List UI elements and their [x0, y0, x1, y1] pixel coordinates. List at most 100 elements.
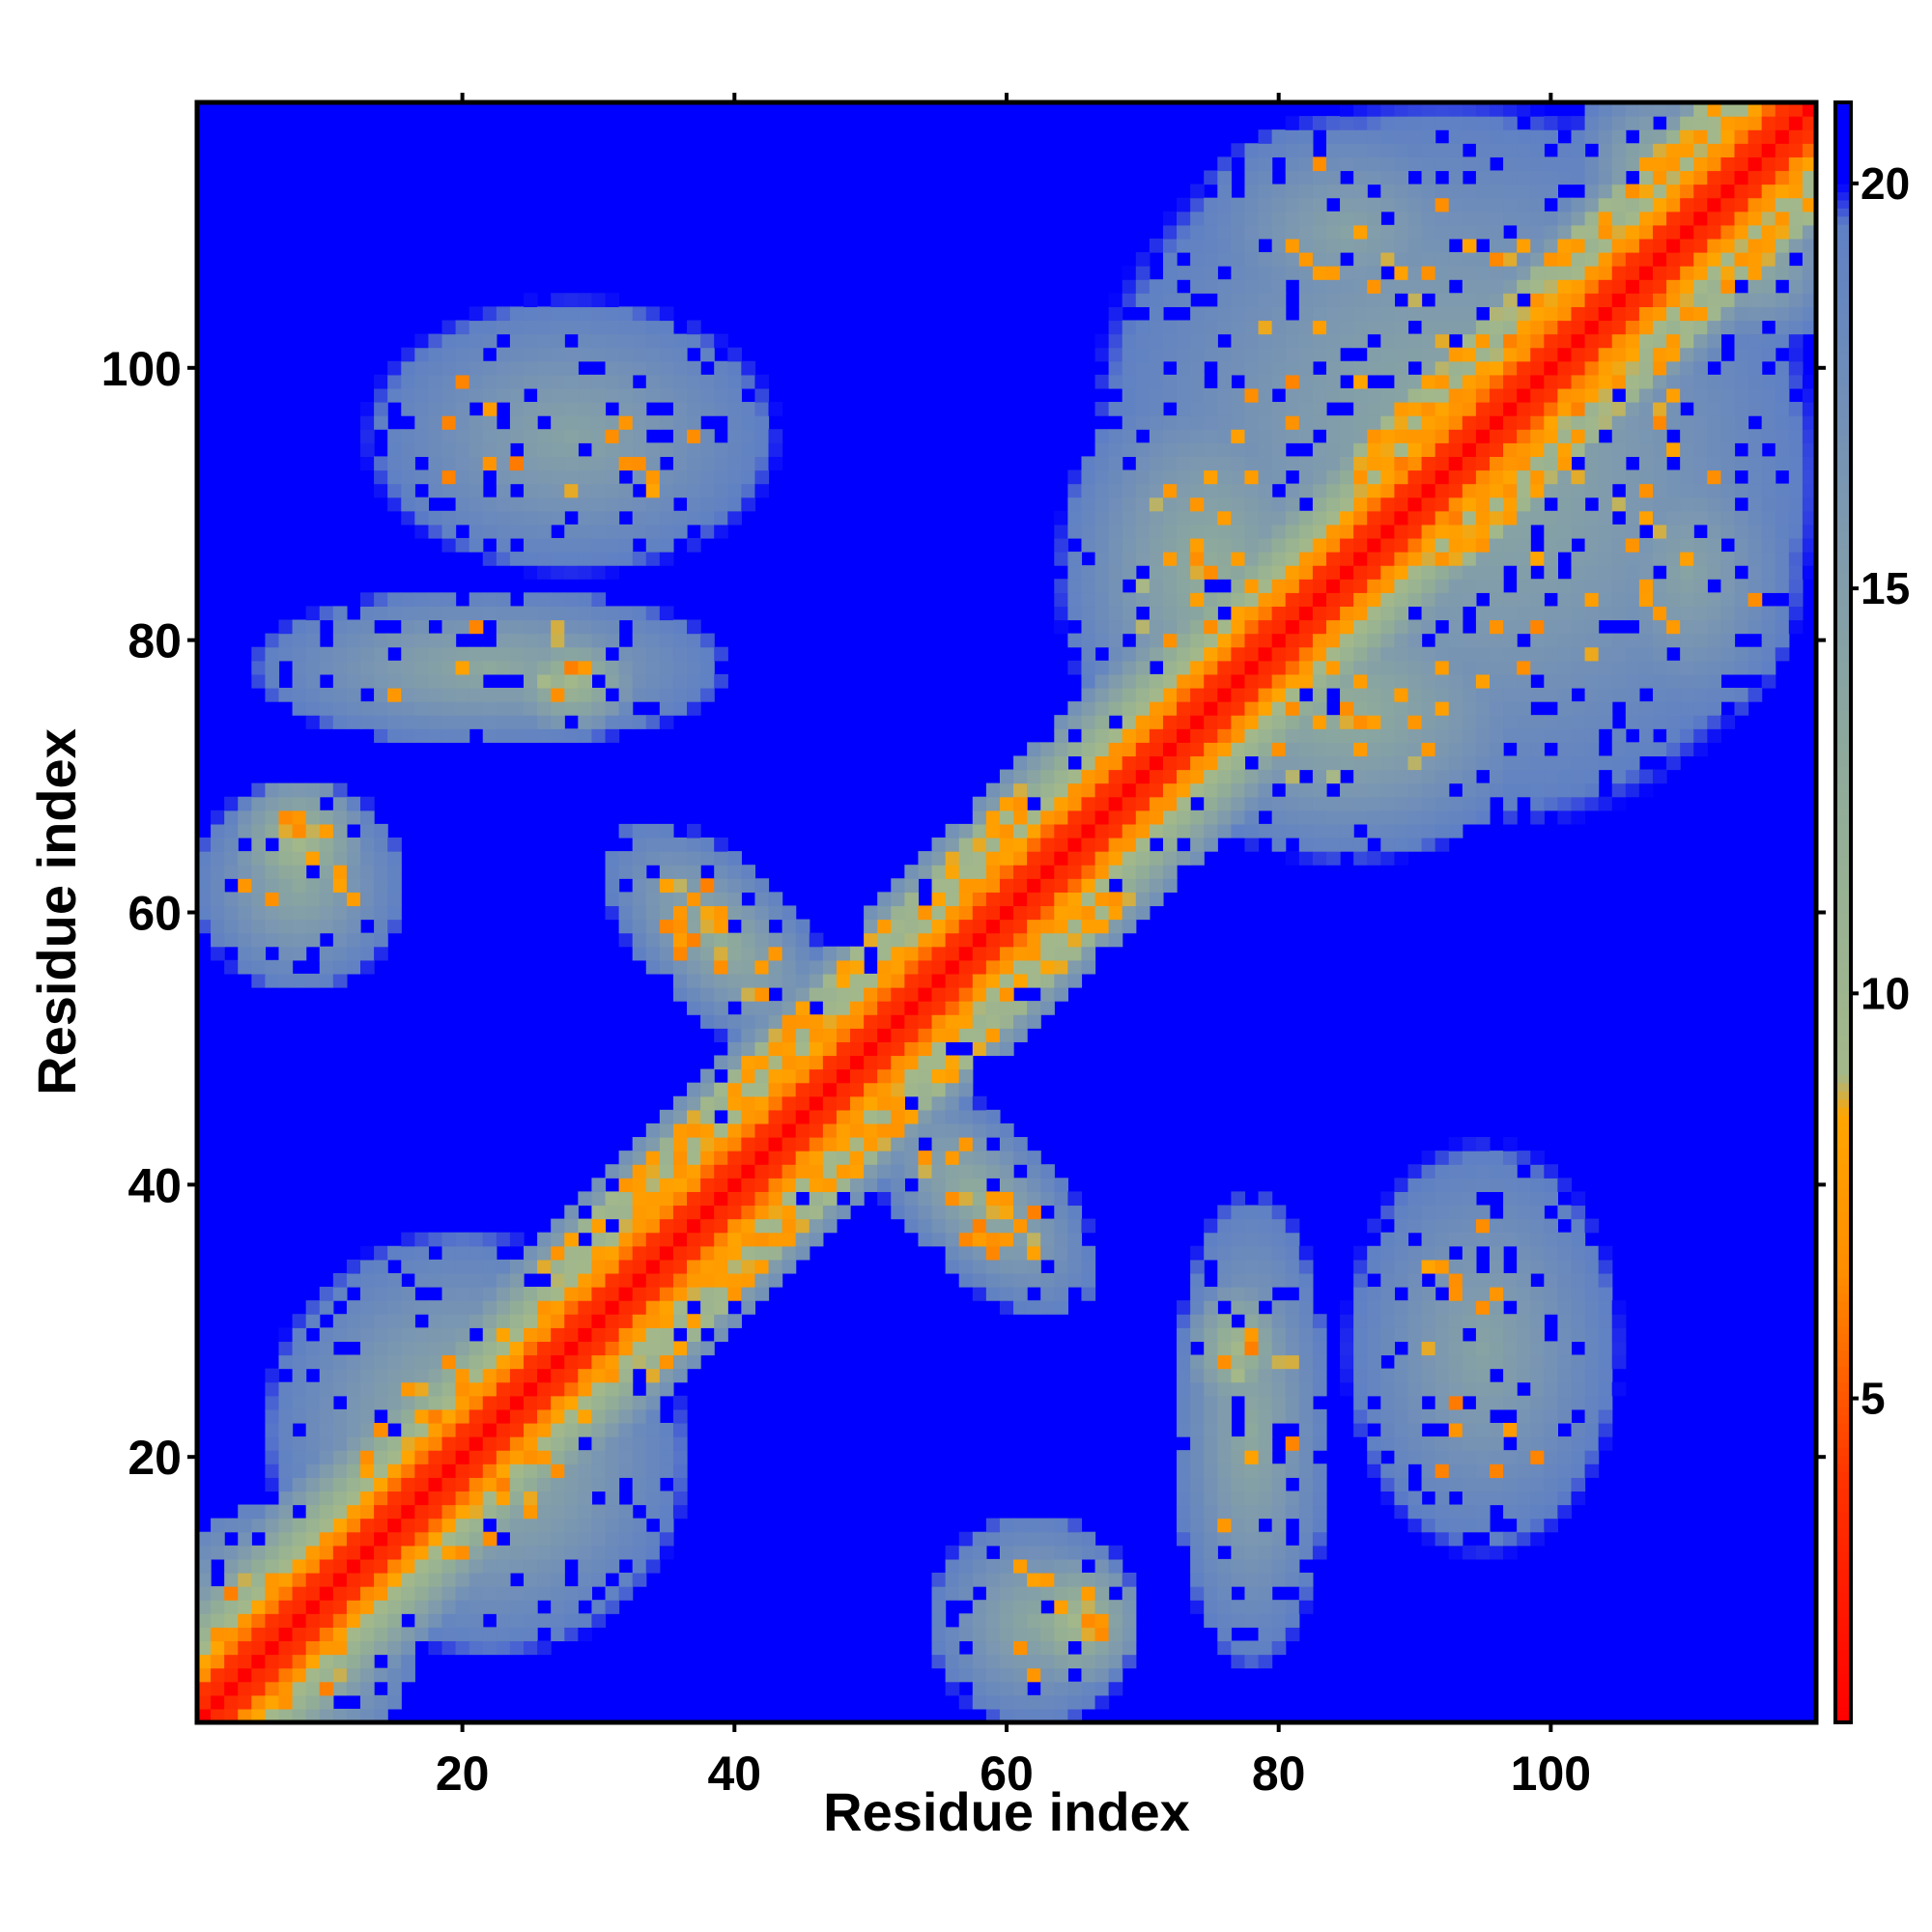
heatmap-cell	[251, 1667, 267, 1683]
heatmap-cell	[1054, 1531, 1068, 1547]
heatmap-cell	[1325, 524, 1341, 539]
heatmap-cell	[687, 1191, 701, 1207]
heatmap-cell	[1340, 619, 1354, 635]
heatmap-cell	[985, 810, 1001, 825]
heatmap-cell	[1122, 673, 1137, 689]
heatmap-cell	[1149, 796, 1164, 811]
heatmap-cell	[305, 687, 321, 702]
heatmap-cell	[1340, 633, 1354, 648]
heatmap-cell	[1040, 946, 1055, 961]
heatmap-cell	[904, 1164, 920, 1179]
heatmap-cell	[659, 1450, 674, 1464]
heatmap-cell	[672, 1341, 688, 1356]
heatmap-cell	[1149, 387, 1164, 403]
heatmap-cell	[1177, 823, 1191, 838]
heatmap-cell	[1340, 211, 1354, 226]
heatmap-cell	[578, 1368, 593, 1383]
heatmap-cell	[1271, 1205, 1287, 1220]
heatmap-cell	[401, 687, 415, 702]
heatmap-cell	[958, 1068, 974, 1084]
heatmap-cell	[1258, 524, 1273, 539]
heatmap-cell	[1462, 1137, 1477, 1151]
heatmap-cell	[1435, 483, 1450, 498]
heatmap-cell	[1271, 1314, 1287, 1328]
heatmap-cell	[441, 442, 457, 457]
heatmap-cell	[441, 347, 457, 362]
heatmap-cell	[1122, 810, 1137, 825]
heatmap-cell	[197, 919, 212, 934]
heatmap-cell	[687, 415, 701, 430]
heatmap-cell	[1271, 1558, 1287, 1574]
heatmap-cell	[1353, 1245, 1368, 1261]
heatmap-cell	[781, 1151, 797, 1165]
heatmap-cell	[632, 360, 647, 376]
heatmap-cell	[632, 1395, 647, 1410]
heatmap-cell	[659, 1354, 674, 1370]
heatmap-cell	[401, 1259, 415, 1274]
heatmap-cell	[1271, 592, 1287, 608]
heatmap-cell	[1027, 1640, 1041, 1656]
heatmap-cell	[1312, 606, 1327, 621]
heatmap-cell	[741, 1028, 756, 1042]
heatmap-cell	[1394, 565, 1409, 580]
heatmap-cell	[985, 1586, 1001, 1601]
heatmap-cell	[305, 701, 321, 716]
heatmap-cell	[319, 660, 334, 675]
heatmap-cell	[1435, 402, 1450, 416]
heatmap-cell	[1394, 224, 1409, 240]
heatmap-cell	[332, 1545, 348, 1560]
heatmap-cell	[1040, 1272, 1055, 1288]
heatmap-cell	[1204, 320, 1218, 335]
heatmap-cell	[809, 1068, 824, 1084]
heatmap-cell	[1475, 1436, 1491, 1451]
heatmap-cell	[1285, 1627, 1300, 1642]
heatmap-cell	[238, 851, 252, 866]
heatmap-cell	[1190, 673, 1205, 689]
heatmap-cell	[1421, 1408, 1436, 1424]
heatmap-cell	[891, 1191, 905, 1207]
heatmap-cell	[238, 946, 252, 961]
heatmap-cell	[387, 374, 402, 389]
heatmap-cell	[1340, 497, 1354, 512]
heatmap-cell	[1380, 224, 1395, 240]
heatmap-cell	[1353, 810, 1368, 825]
heatmap-cell	[292, 973, 307, 988]
heatmap-cell	[891, 1122, 905, 1138]
heatmap-cell	[537, 565, 552, 580]
heatmap-cell	[645, 469, 661, 485]
heatmap-cell	[958, 878, 974, 893]
heatmap-cell	[1108, 769, 1123, 784]
heatmap-cell	[1380, 1381, 1395, 1397]
heatmap-cell	[265, 1368, 280, 1383]
heatmap-cell	[238, 1600, 252, 1614]
heatmap-cell	[265, 673, 280, 689]
heatmap-cell	[1407, 1408, 1423, 1424]
heatmap-cell	[1027, 1001, 1041, 1015]
heatmap-cell	[1217, 1232, 1232, 1247]
heatmap-cell	[292, 1572, 307, 1587]
heatmap-cell	[1204, 306, 1218, 322]
heatmap-cell	[985, 1232, 1001, 1247]
heatmap-cell	[1353, 837, 1368, 852]
heatmap-cell	[1271, 1572, 1287, 1587]
heatmap-cell	[1285, 1408, 1300, 1424]
heatmap-cell	[1013, 1001, 1028, 1015]
heatmap-cell	[428, 701, 443, 716]
heatmap-cell	[1027, 1558, 1041, 1574]
heatmap-cell	[1285, 360, 1300, 376]
heatmap-cell	[836, 987, 851, 1002]
heatmap-cell	[714, 1001, 728, 1015]
heatmap-cell	[1013, 1205, 1028, 1220]
heatmap-cell	[238, 1667, 252, 1683]
heatmap-cell	[687, 1218, 701, 1234]
heatmap-cell	[1231, 823, 1246, 838]
heatmap-cell	[1271, 374, 1287, 389]
heatmap-cell	[1394, 469, 1409, 485]
heatmap-cell	[441, 1300, 457, 1315]
heatmap-cell	[224, 892, 239, 907]
heatmap-cell	[1340, 306, 1354, 322]
heatmap-cell	[605, 1504, 620, 1520]
heatmap-cell	[428, 469, 443, 485]
heatmap-cell	[591, 483, 607, 498]
heatmap-cell	[197, 1681, 212, 1696]
